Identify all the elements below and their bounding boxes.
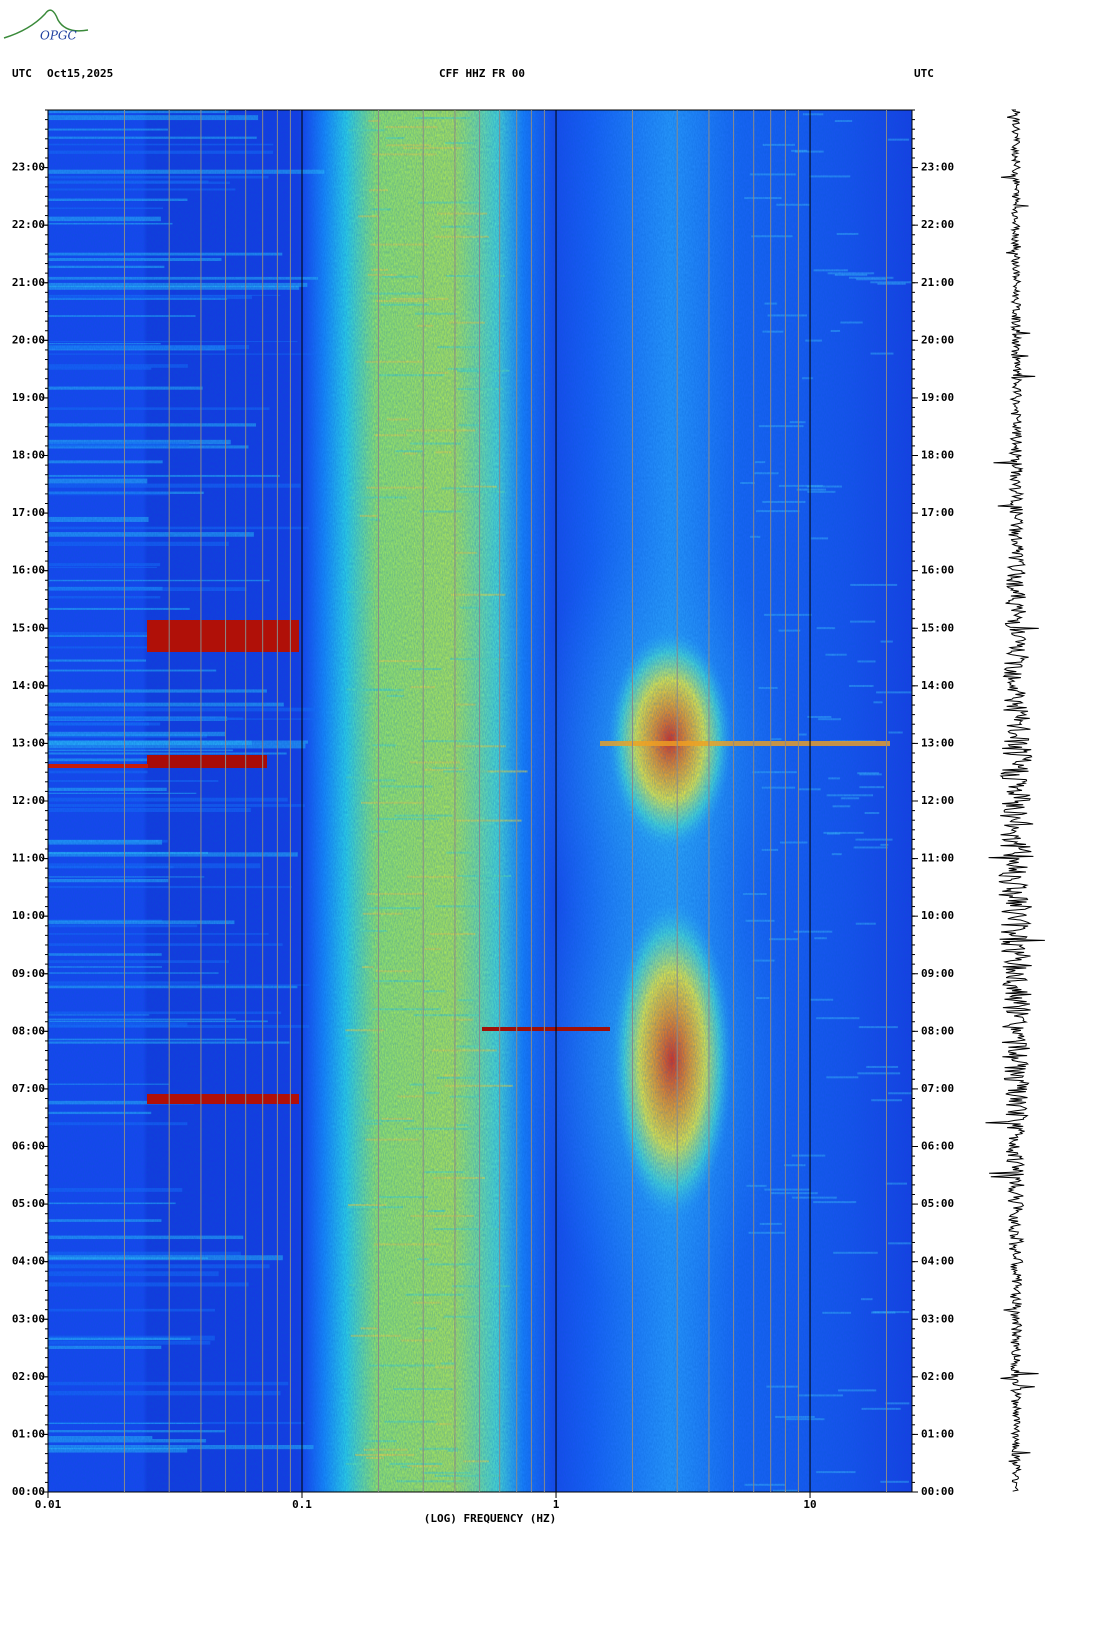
y-tick-label-right: 21:00 <box>921 276 954 289</box>
seismogram <box>985 109 1045 1492</box>
y-tick-label: 09:00 <box>12 967 45 980</box>
y-tick-label-right: 01:00 <box>921 1427 954 1440</box>
header-date: Oct15,2025 <box>47 67 113 80</box>
header-left: UTC <box>12 67 32 80</box>
y-tick-label: 01:00 <box>12 1427 45 1440</box>
header-right: UTC <box>914 67 934 80</box>
y-tick-label-right: 18:00 <box>921 449 954 462</box>
y-tick-label-right: 07:00 <box>921 1082 954 1095</box>
y-tick-label: 08:00 <box>12 1024 45 1037</box>
y-tick-label: 19:00 <box>12 391 45 404</box>
logo: OPGC <box>40 29 77 43</box>
y-tick-label-right: 22:00 <box>921 218 954 231</box>
y-tick-label-right: 10:00 <box>921 909 954 922</box>
y-tick-label: 21:00 <box>12 276 45 289</box>
y-tick-label-right: 03:00 <box>921 1312 954 1325</box>
y-tick-label-right: 11:00 <box>921 852 954 865</box>
y-tick-label-right: 15:00 <box>921 621 954 634</box>
y-tick-label: 03:00 <box>12 1312 45 1325</box>
spectrogram <box>48 110 912 1492</box>
y-tick-label-right: 09:00 <box>921 967 954 980</box>
y-tick-label-right: 19:00 <box>921 391 954 404</box>
y-tick-label: 14:00 <box>12 679 45 692</box>
y-tick-label-right: 00:00 <box>921 1485 954 1498</box>
y-tick-label-right: 04:00 <box>921 1255 954 1268</box>
y-tick-label: 05:00 <box>12 1197 45 1210</box>
y-tick-label-right: 13:00 <box>921 736 954 749</box>
x-tick-label: 10 <box>803 1498 816 1511</box>
y-tick-label-right: 20:00 <box>921 333 954 346</box>
logo-mark <box>3 9 89 39</box>
x-axis-label: (LOG) FREQUENCY (HZ) <box>424 1512 556 1525</box>
y-tick-label: 07:00 <box>12 1082 45 1095</box>
y-tick-label-right: 16:00 <box>921 564 954 577</box>
red-band <box>147 1094 299 1104</box>
x-tick-label: 0.1 <box>292 1498 312 1511</box>
seismogram-trace <box>985 109 1045 1492</box>
y-tick-label-right: 02:00 <box>921 1370 954 1383</box>
y-tick-label: 10:00 <box>12 909 45 922</box>
y-tick-label: 20:00 <box>12 333 45 346</box>
x-tick-label: 0.01 <box>35 1498 62 1511</box>
y-tick-label: 23:00 <box>12 161 45 174</box>
y-tick-label: 18:00 <box>12 449 45 462</box>
y-tick-label-right: 12:00 <box>921 794 954 807</box>
red-band <box>147 620 299 652</box>
x-tick-label: 1 <box>553 1498 560 1511</box>
y-tick-label: 12:00 <box>12 794 45 807</box>
y-tick-label: 11:00 <box>12 852 45 865</box>
y-tick-label-right: 05:00 <box>921 1197 954 1210</box>
y-tick-label: 02:00 <box>12 1370 45 1383</box>
y-tick-label: 22:00 <box>12 218 45 231</box>
y-tick-label-right: 06:00 <box>921 1140 954 1153</box>
y-tick-label-right: 23:00 <box>921 161 954 174</box>
chart-title: CFF HHZ FR 00 <box>439 67 525 80</box>
y-tick-label-right: 08:00 <box>921 1024 954 1037</box>
y-tick-label: 00:00 <box>12 1485 45 1498</box>
red-band <box>482 1027 610 1031</box>
y-tick-label: 13:00 <box>12 736 45 749</box>
grid <box>42 109 918 1498</box>
y-tick-label: 16:00 <box>12 564 45 577</box>
y-tick-label: 04:00 <box>12 1255 45 1268</box>
red-band <box>147 755 267 768</box>
y-tick-label-right: 14:00 <box>921 679 954 692</box>
y-tick-label: 06:00 <box>12 1140 45 1153</box>
y-tick-label-right: 17:00 <box>921 506 954 519</box>
y-tick-label: 15:00 <box>12 621 45 634</box>
red-band <box>48 764 148 768</box>
y-tick-label: 17:00 <box>12 506 45 519</box>
event-line <box>600 741 890 746</box>
